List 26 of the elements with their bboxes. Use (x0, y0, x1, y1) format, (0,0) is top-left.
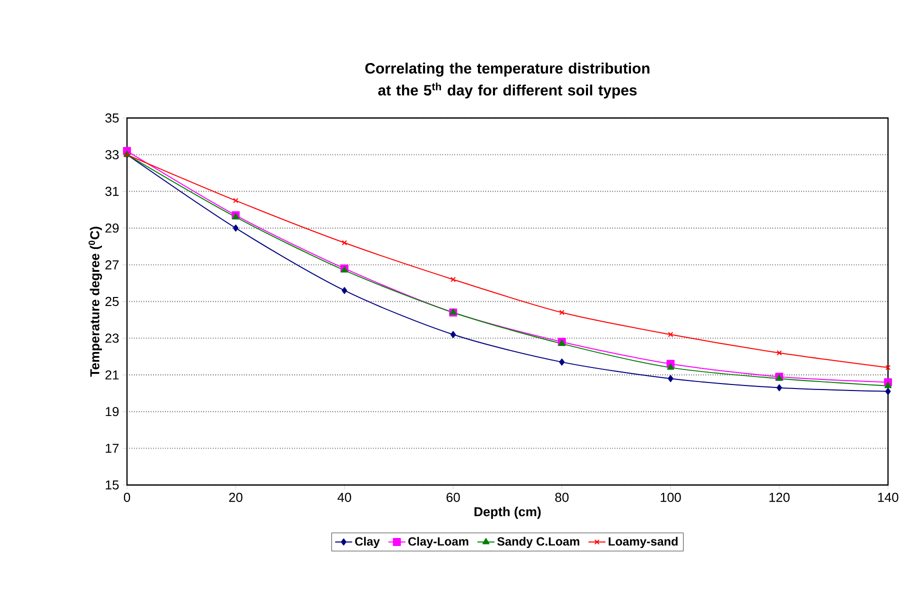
y-tick-label: 15 (106, 480, 119, 490)
y-axis-title: Temperature degree ($^{0}$C) (88, 226, 102, 377)
y-tick-label: 33 (105, 150, 119, 160)
x-tick-label: 100 (660, 492, 681, 502)
legend-label: Sandy C.Loam (497, 536, 580, 548)
y-tick-label: 19 (106, 407, 119, 416)
legend-label: Clay (355, 536, 380, 548)
x-tick-label: 60 (446, 492, 460, 502)
x-tick-label: 120 (769, 492, 790, 502)
y-tick-label: 31 (105, 186, 119, 196)
y-tick-label: 35 (105, 113, 119, 123)
y-tick-label: 29 (105, 224, 119, 233)
chart-title: Correlating the temperature distribution at the 5$^{th}$ day for different soil types (365, 62, 650, 98)
x-axis-title: Depth (cm) (474, 506, 541, 519)
x-tick-label: 40 (338, 492, 352, 502)
x-tick-label: 140 (878, 492, 898, 502)
legend-label: Clay-Loam (408, 536, 468, 548)
y-tick-label: 17 (106, 444, 119, 453)
y-tick-label: 27 (105, 260, 119, 270)
x-tick-label: 20 (229, 492, 242, 502)
x-tick-label: 80 (555, 492, 569, 502)
y-tick-label: 21 (105, 370, 119, 380)
y-tick-label: 23 (105, 334, 119, 343)
legend-label: Loamy-sand (608, 536, 678, 548)
y-tick-label: 25 (105, 296, 119, 306)
x-tick-label: 0 (124, 492, 130, 502)
